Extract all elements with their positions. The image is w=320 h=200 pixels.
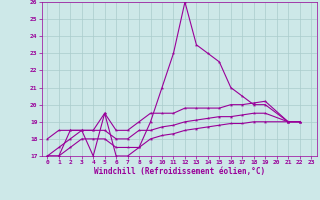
X-axis label: Windchill (Refroidissement éolien,°C): Windchill (Refroidissement éolien,°C) [94,167,265,176]
